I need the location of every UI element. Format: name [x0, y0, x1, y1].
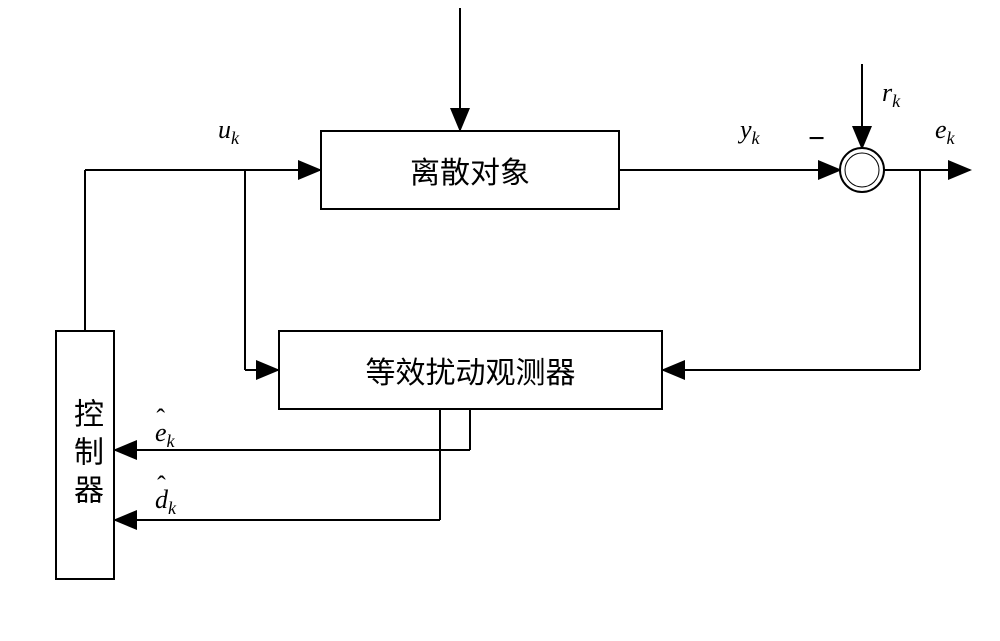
plant-label: 离散对象	[410, 148, 530, 192]
block-diagram: 离散对象 等效扰动观测器 控制器 uk yk rk ek ˆek ˆdk −	[0, 0, 1000, 641]
label-y-k: yk	[740, 115, 760, 149]
controller-block: 控制器	[55, 330, 115, 580]
controller-label: 控制器	[63, 398, 107, 512]
wires-layer	[0, 0, 1000, 641]
label-e-hat-k: ˆek	[155, 418, 175, 452]
observer-label: 等效扰动观测器	[366, 348, 576, 392]
plant-block: 离散对象	[320, 130, 620, 210]
minus-sign: −	[808, 122, 825, 156]
label-d-hat-k: ˆdk	[155, 485, 176, 519]
label-e-k: ek	[935, 115, 955, 149]
summing-junction	[840, 148, 884, 192]
label-u-k: uk	[218, 115, 239, 149]
observer-block: 等效扰动观测器	[278, 330, 663, 410]
label-r-k: rk	[882, 78, 900, 112]
